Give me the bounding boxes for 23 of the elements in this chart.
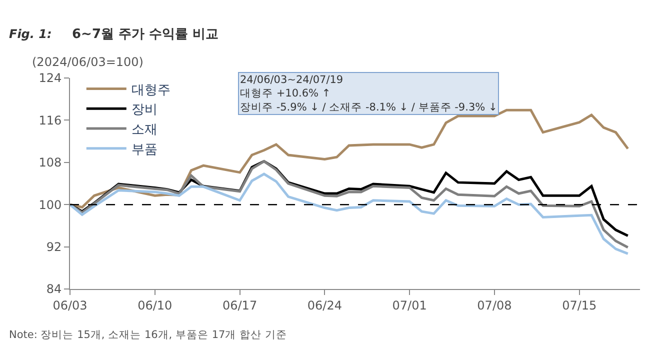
legend-label: 장비	[131, 102, 158, 118]
legend-label: 부품	[131, 142, 158, 158]
y-tick-label: 116	[38, 113, 62, 128]
legend-label: 대형주	[131, 82, 170, 98]
text: Note: 장비는 15개, 소재는 16개, 부품은 17개 합산 기준	[9, 329, 287, 341]
x-tick-label: 07/01	[392, 298, 427, 312]
annotation: 24/06/03~24/07/19 대형주 +10.6% ↑ 장비주 -5.9% ↓ / 소재주 -8.1% ↓ / 부품주 -9.3% ↓	[240, 74, 498, 114]
x-tick-label: 06/10	[138, 298, 172, 312]
legend-label: 소재	[131, 122, 158, 138]
y-axis-title: (2024/06/03=100)	[32, 55, 144, 69]
x-tick-label: 07/08	[477, 298, 512, 312]
y-tick-label: 124	[38, 71, 62, 86]
y-tick-label: 100	[38, 198, 62, 212]
chart-title: 6~7월 주가 수익률 비교	[72, 27, 219, 42]
x-tick-label: 06/17	[222, 298, 258, 312]
caption: Fig. 1:	[9, 27, 52, 41]
y-tick-label: 108	[38, 156, 62, 170]
line-series	[70, 172, 630, 255]
y-tick-label: 92	[46, 240, 62, 254]
y-tick-label: 84	[46, 282, 62, 296]
x-tick-label: 07/15	[562, 298, 597, 312]
x-tick-label: 06/03	[52, 298, 88, 312]
x-tick-label: 06/24	[307, 298, 342, 312]
